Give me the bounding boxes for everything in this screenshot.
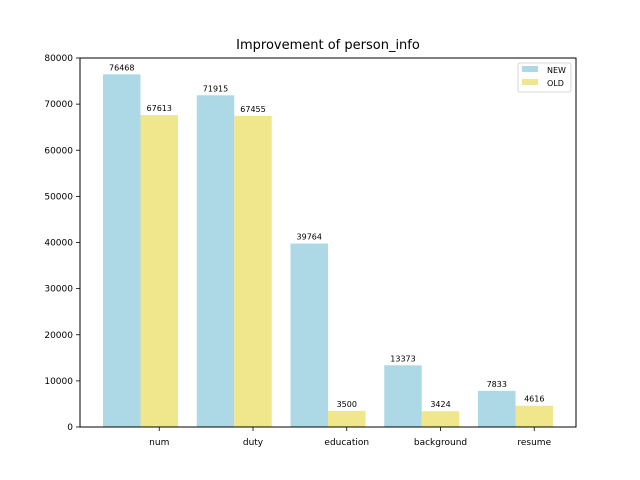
bar-new-duty <box>196 95 235 428</box>
value-label-old-education: 3500 <box>337 400 357 409</box>
bar-old-resume <box>515 405 553 427</box>
value-label-new-num: 76468 <box>109 63 134 72</box>
y-tick-label-0: 0 <box>67 423 73 433</box>
bar-new-num <box>103 74 141 427</box>
value-label-old-background: 3424 <box>430 400 450 409</box>
bar-new-background <box>384 365 422 427</box>
x-tick-label-duty: duty <box>243 438 264 448</box>
y-tick-label-60000: 60000 <box>44 146 73 156</box>
chart-title: Improvement of person_info <box>236 38 420 53</box>
y-tick-label-40000: 40000 <box>44 239 73 249</box>
bar-new-resume <box>478 390 516 427</box>
legend: NEW OLD <box>517 62 572 93</box>
bar-new-education <box>290 243 328 427</box>
y-tick-label-20000: 20000 <box>44 331 73 341</box>
x-tick-label-num: num <box>149 438 169 448</box>
y-axis: 0 10000 20000 30000 40000 50000 60000 70000 8000… <box>44 54 80 433</box>
y-tick-label-80000: 80000 <box>44 54 73 64</box>
bar-old-background <box>421 411 460 427</box>
value-label-new-resume: 7833 <box>487 380 507 389</box>
legend-swatch-new <box>522 66 538 72</box>
bar-old-num <box>140 115 178 427</box>
bars-group <box>103 74 553 428</box>
legend-swatch-old <box>522 79 538 85</box>
value-label-new-education: 39764 <box>297 233 322 242</box>
value-label-new-duty: 71915 <box>203 84 228 93</box>
y-tick-label-10000: 10000 <box>44 377 73 387</box>
value-label-new-background: 13373 <box>390 354 415 363</box>
plot-frame <box>79 57 577 428</box>
x-tick-label-background: background <box>414 438 467 448</box>
x-axis: num duty education background resume <box>149 427 552 448</box>
value-label-old-num: 67613 <box>147 104 172 113</box>
bar-old-duty <box>234 115 272 427</box>
bar-old-education <box>328 410 366 427</box>
x-tick-label-education: education <box>324 438 369 448</box>
value-labels-group: 76468 67613 71915 67455 39764 3500 13373 3424 78… <box>109 63 544 409</box>
value-label-old-duty: 67455 <box>240 105 265 114</box>
legend-label-new: NEW <box>547 66 566 75</box>
y-tick-label-70000: 70000 <box>44 100 73 110</box>
value-label-old-resume: 4616 <box>524 395 544 404</box>
y-tick-label-30000: 30000 <box>44 285 73 295</box>
x-tick-label-resume: resume <box>517 438 551 448</box>
legend-label-old: OLD <box>547 79 564 88</box>
y-tick-label-50000: 50000 <box>44 192 73 202</box>
